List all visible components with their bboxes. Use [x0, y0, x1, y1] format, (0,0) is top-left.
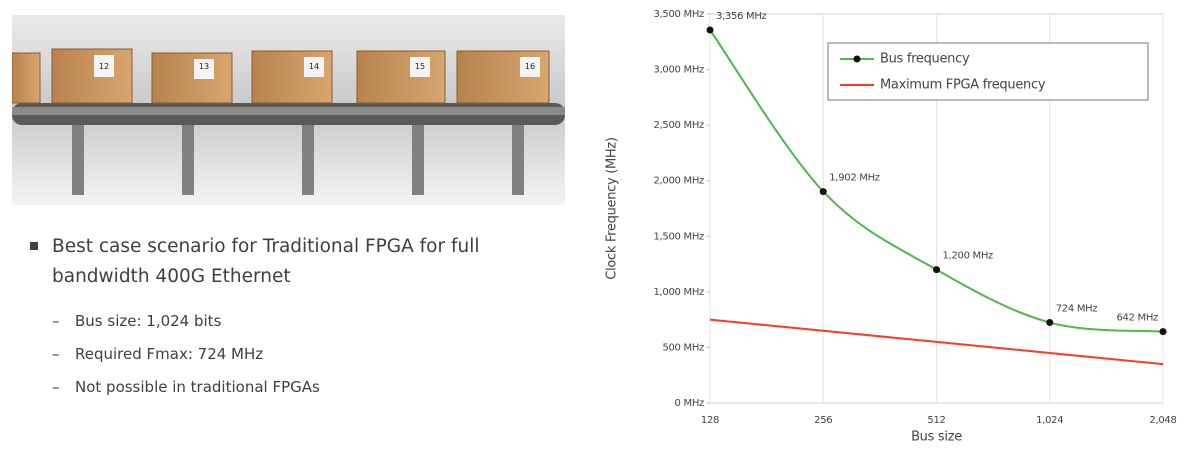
legend-label: Bus frequency: [880, 52, 970, 67]
series-line: [709, 318, 1164, 366]
box-label: 12: [99, 62, 109, 71]
point: [706, 26, 714, 34]
series-line: [709, 29, 1164, 333]
x-tick-label: 256: [814, 415, 832, 426]
data-label: 3,356 MHz: [716, 11, 767, 22]
data-label: 1,200 MHz: [943, 251, 994, 262]
sub-bullet: Bus size: 1,024 bits: [30, 311, 552, 331]
bullet: Best case scenario for Traditional FPGA …: [30, 232, 552, 292]
x-tick-label: 2,048: [1149, 415, 1176, 426]
y-tick-label: 3,500 MHz: [653, 9, 704, 20]
point: [1159, 328, 1167, 336]
legend-box: [827, 42, 1149, 101]
box-label: 14: [309, 62, 319, 71]
bullet-list: Best case scenario for Traditional FPGA …: [30, 232, 552, 397]
sub-bullet: Required Fmax: 724 MHz: [30, 344, 552, 364]
point: [1046, 319, 1054, 327]
x-axis-title: Bus size: [911, 430, 962, 445]
x-tick-label: 1,024: [1036, 415, 1063, 426]
y-tick-label: 1,500 MHz: [653, 231, 704, 242]
y-tick-label: 3,000 MHz: [653, 65, 704, 76]
point: [819, 188, 827, 196]
legend-label: Maximum FPGA frequency: [880, 78, 1046, 93]
y-tick-label: 0 MHz: [675, 398, 704, 409]
x-tick-label: 512: [927, 415, 945, 426]
data-label: 1,902 MHz: [829, 173, 880, 184]
box-label: 13: [199, 62, 209, 71]
x-tick-label: 128: [701, 415, 719, 426]
box-label: 15: [415, 62, 425, 71]
box-label: 16: [525, 62, 535, 71]
y-tick-label: 2,500 MHz: [653, 120, 704, 131]
y-axis-title: Clock Frequency (MHz): [605, 137, 620, 279]
point: [933, 266, 940, 274]
legend-marker: [853, 55, 861, 63]
y-tick-label: 500 MHz: [662, 342, 704, 353]
chart: 128 256 512 1,024 2,048 0 MHz 500 MHz 1,000 MHz…: [605, 9, 1177, 445]
conveyor-image: 12 13 14 15 16: [12, 15, 565, 205]
sub-bullet: Not possible in traditional FPGAs: [30, 377, 552, 397]
y-tick-label: 1,000 MHz: [653, 287, 704, 298]
data-label: 642 MHz: [1116, 313, 1158, 324]
data-label: 724 MHz: [1056, 304, 1098, 315]
y-tick-label: 2,000 MHz: [653, 176, 704, 187]
